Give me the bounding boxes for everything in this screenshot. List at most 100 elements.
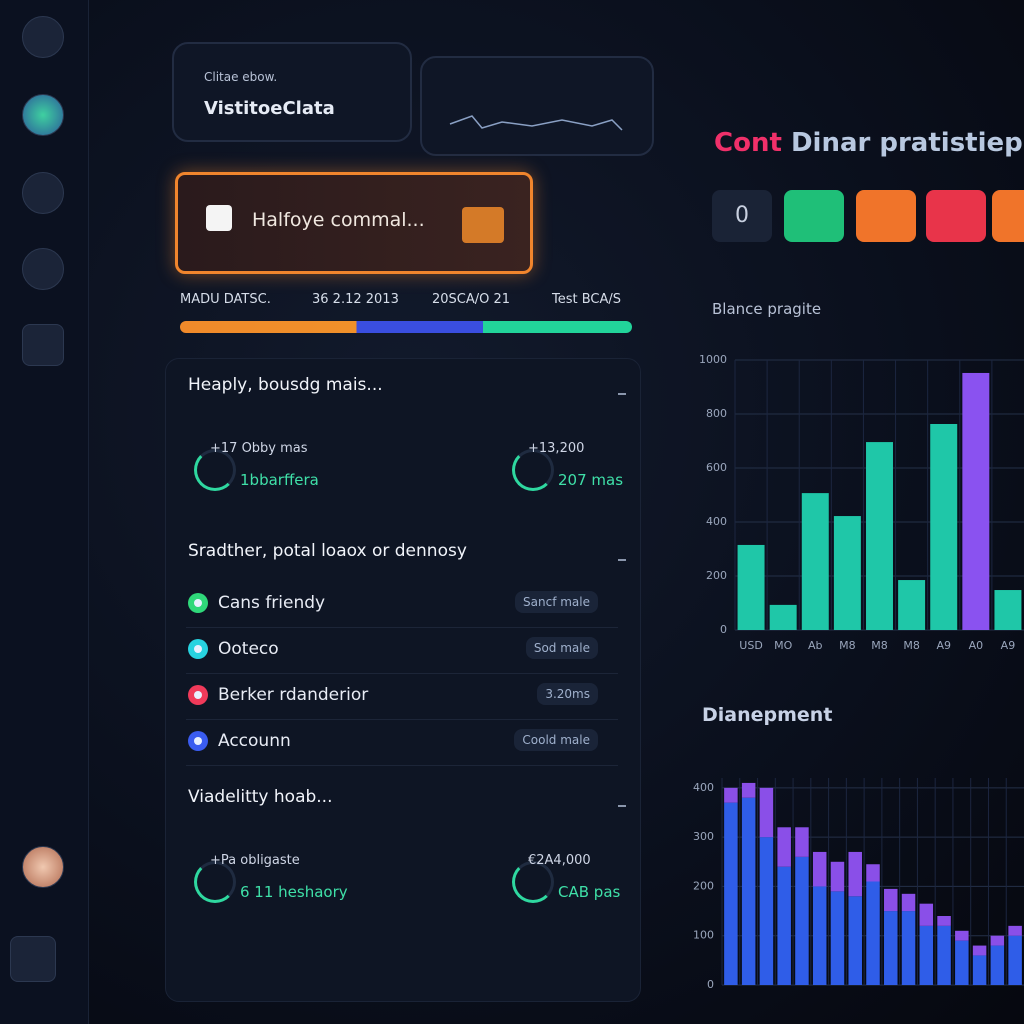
nav-icon[interactable] <box>10 936 56 982</box>
bar-segment <box>990 945 1005 985</box>
y-tick-label: 800 <box>706 407 727 420</box>
y-tick-label: 100 <box>693 929 714 942</box>
bar-segment <box>866 864 880 882</box>
sparkline <box>449 115 623 131</box>
bar <box>737 544 765 630</box>
avatar[interactable] <box>22 846 64 888</box>
summary-card: Clitae ebow. VistitoeClata <box>172 42 412 142</box>
stat-ring <box>194 861 236 903</box>
x-tick-label: MO <box>774 639 792 652</box>
item-badge: Sancf male <box>515 591 598 613</box>
section-menu <box>618 393 626 395</box>
bar-segment <box>955 940 969 985</box>
nav-icon[interactable] <box>22 324 64 366</box>
bar <box>962 372 990 630</box>
filter-button[interactable] <box>926 190 986 242</box>
bar-segment <box>919 925 934 985</box>
bar-segment <box>759 837 774 985</box>
nav-icon[interactable] <box>22 16 64 58</box>
bar <box>930 423 958 630</box>
bar-segment <box>777 827 791 867</box>
section-title: Sradther, potal loaox or dennosy <box>188 541 467 561</box>
filter-button[interactable] <box>784 190 844 242</box>
card-title: VistitoeClata <box>204 98 335 119</box>
stat-ring <box>512 861 554 903</box>
y-tick-label: 0 <box>707 978 714 991</box>
chart-title: Dianepment <box>702 704 833 726</box>
item-name: Berker rdanderior <box>218 685 369 705</box>
bar-segment <box>848 851 862 897</box>
item-badge: Coold male <box>514 729 598 751</box>
filter-button[interactable]: 0 <box>712 190 772 242</box>
y-tick-label: 400 <box>706 515 727 528</box>
item-name: Ooteco <box>218 639 279 659</box>
section-title: Heaply, bousdg mais... <box>188 375 383 395</box>
alert-banner[interactable]: Halfoye commal... <box>175 172 533 274</box>
bar-segment <box>884 911 898 985</box>
bar <box>994 590 1022 630</box>
stat-label: +17 Obby mas <box>210 441 308 456</box>
sidebar <box>0 0 89 1024</box>
x-tick-label: A0 <box>969 639 984 652</box>
nav-icon[interactable] <box>22 94 64 136</box>
bar-segment <box>724 787 738 803</box>
card-caption: Clitae ebow. <box>204 70 278 84</box>
bar-segment <box>795 827 809 857</box>
bar-segment <box>937 916 951 926</box>
alert-text: Halfoye commal... <box>252 209 425 231</box>
progress-bar <box>180 321 632 333</box>
list-item[interactable]: Berker rdanderior 3.20ms <box>186 679 618 720</box>
bar-segment <box>972 945 987 956</box>
status-dot <box>188 593 208 613</box>
item-badge: 3.20ms <box>537 683 598 705</box>
y-tick-label: 300 <box>693 830 714 843</box>
stat-label: +Pa obligaste <box>210 853 300 868</box>
bar-segment <box>848 896 862 985</box>
nav-icon[interactable] <box>22 172 64 214</box>
bar <box>866 442 893 630</box>
stat-value: 1bbarffera <box>240 471 319 489</box>
section-title: Viadelitty hoab... <box>188 787 333 807</box>
x-tick-label: USD <box>739 639 763 652</box>
x-tick-label: A9 <box>936 639 951 652</box>
bar-segment <box>741 782 756 798</box>
progress-label: 36 2.12 2013 <box>312 292 399 307</box>
lock-icon <box>206 205 232 231</box>
list-item[interactable]: Accounn Coold male <box>186 725 618 766</box>
bar <box>769 604 797 630</box>
bar-segment <box>724 802 738 985</box>
section-menu <box>618 805 626 807</box>
list-item[interactable]: Cans friendy Sancf male <box>186 587 618 628</box>
bar-segment <box>741 797 756 985</box>
bar-segment <box>812 886 827 985</box>
y-tick-label: 400 <box>693 781 714 794</box>
item-name: Accounn <box>218 731 291 751</box>
stat-label: +13,200 <box>528 441 585 456</box>
bar-segment <box>937 925 951 985</box>
alert-icon <box>462 207 504 243</box>
y-tick-label: 200 <box>706 569 727 582</box>
bar-segment <box>812 851 827 887</box>
y-tick-label: 200 <box>693 879 714 892</box>
status-dot <box>188 731 208 751</box>
filter-button[interactable] <box>856 190 916 242</box>
nav-icon[interactable] <box>22 248 64 290</box>
x-tick-label: Ab <box>808 639 823 652</box>
stat-label: €2A4,000 <box>528 853 591 868</box>
x-tick-label: M8 <box>871 639 888 652</box>
list-item[interactable]: Ooteco Sod male <box>186 633 618 674</box>
filter-button[interactable] <box>992 190 1024 242</box>
title-accent: Cont <box>714 128 782 158</box>
bar-segment <box>830 891 845 985</box>
bar-segment <box>955 930 969 941</box>
bar-segment <box>1008 935 1022 985</box>
bar-segment <box>901 893 916 912</box>
y-tick-label: 0 <box>720 623 727 636</box>
section-menu <box>618 559 626 561</box>
stat-ring <box>512 449 554 491</box>
bar-segment <box>866 881 880 985</box>
y-tick-label: 1000 <box>699 353 727 366</box>
item-name: Cans friendy <box>218 593 326 613</box>
